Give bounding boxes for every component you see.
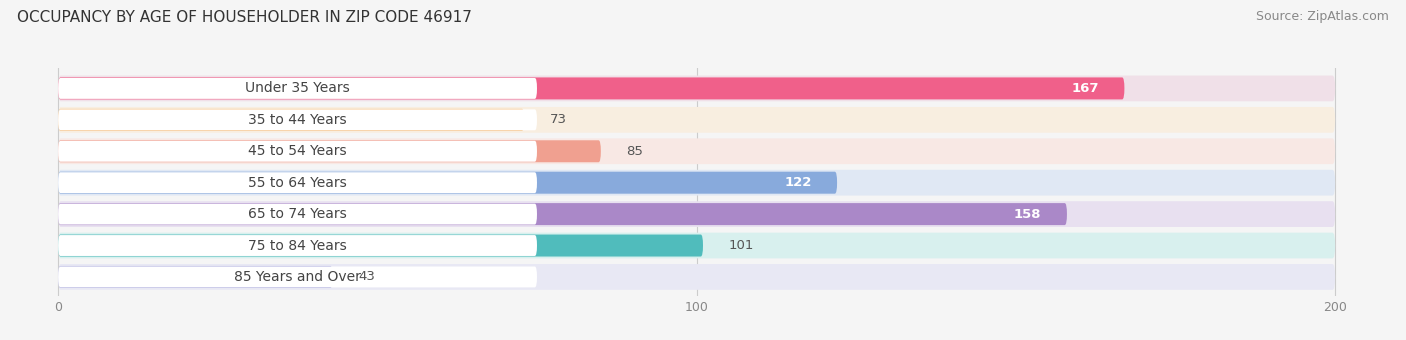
- FancyBboxPatch shape: [58, 141, 537, 162]
- FancyBboxPatch shape: [58, 138, 1336, 164]
- FancyBboxPatch shape: [58, 201, 1336, 227]
- FancyBboxPatch shape: [58, 266, 333, 288]
- FancyBboxPatch shape: [58, 78, 537, 99]
- FancyBboxPatch shape: [58, 140, 600, 162]
- Text: 73: 73: [550, 113, 567, 126]
- FancyBboxPatch shape: [58, 204, 537, 224]
- FancyBboxPatch shape: [58, 78, 1125, 99]
- Text: 65 to 74 Years: 65 to 74 Years: [249, 207, 347, 221]
- Text: Source: ZipAtlas.com: Source: ZipAtlas.com: [1256, 10, 1389, 23]
- Text: 43: 43: [359, 270, 375, 284]
- FancyBboxPatch shape: [58, 235, 537, 256]
- FancyBboxPatch shape: [58, 172, 537, 193]
- Text: 85 Years and Over: 85 Years and Over: [235, 270, 361, 284]
- Text: 75 to 84 Years: 75 to 84 Years: [249, 239, 347, 253]
- FancyBboxPatch shape: [58, 109, 524, 131]
- Text: 122: 122: [785, 176, 811, 189]
- FancyBboxPatch shape: [58, 267, 537, 287]
- Text: 55 to 64 Years: 55 to 64 Years: [249, 176, 347, 190]
- Text: Under 35 Years: Under 35 Years: [245, 81, 350, 96]
- Text: 158: 158: [1014, 208, 1042, 221]
- Text: 101: 101: [728, 239, 754, 252]
- Text: OCCUPANCY BY AGE OF HOUSEHOLDER IN ZIP CODE 46917: OCCUPANCY BY AGE OF HOUSEHOLDER IN ZIP C…: [17, 10, 472, 25]
- Text: 45 to 54 Years: 45 to 54 Years: [249, 144, 347, 158]
- Text: 35 to 44 Years: 35 to 44 Years: [249, 113, 347, 127]
- Text: 85: 85: [627, 145, 644, 158]
- FancyBboxPatch shape: [58, 170, 1336, 195]
- FancyBboxPatch shape: [58, 172, 837, 194]
- FancyBboxPatch shape: [58, 235, 703, 256]
- FancyBboxPatch shape: [58, 109, 537, 130]
- FancyBboxPatch shape: [58, 75, 1336, 101]
- FancyBboxPatch shape: [58, 264, 1336, 290]
- FancyBboxPatch shape: [58, 203, 1067, 225]
- FancyBboxPatch shape: [58, 233, 1336, 258]
- Text: 167: 167: [1071, 82, 1099, 95]
- FancyBboxPatch shape: [58, 107, 1336, 133]
